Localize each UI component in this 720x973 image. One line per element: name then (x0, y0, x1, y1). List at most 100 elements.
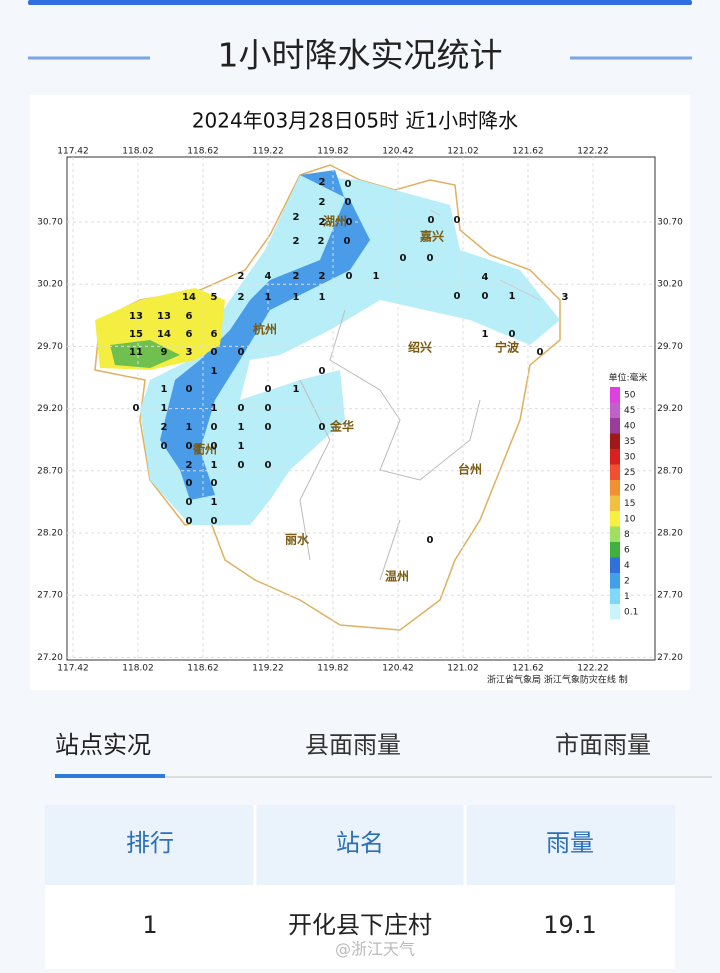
station-value: 0 (211, 422, 218, 433)
lon-label: 119.82 (317, 664, 349, 674)
station-value: 0 (428, 215, 435, 226)
legend-label: 15 (624, 499, 635, 509)
station-value: 2 (238, 292, 245, 303)
legend-label: 10 (624, 515, 636, 525)
station-value: 0 (238, 347, 245, 358)
legend-swatch (610, 604, 620, 620)
legend-swatch (610, 557, 620, 573)
lon-label: 117.42 (57, 664, 89, 674)
station-value: 15 (129, 329, 143, 340)
city-label: 湖州 (323, 214, 347, 229)
station-value: 14 (157, 329, 171, 340)
station-value: 2 (293, 271, 300, 282)
station-value: 4 (265, 271, 272, 282)
station-value: 0 (427, 253, 434, 264)
lat-label: 29.70 (37, 342, 63, 352)
border (429, 209, 541, 301)
table-header: 排行 (126, 829, 174, 857)
station-value: 0 (211, 478, 218, 489)
station-value: 13 (129, 311, 143, 322)
city-label: 台州 (458, 462, 482, 477)
station-value: 0 (186, 441, 193, 452)
station-value: 0 (186, 516, 193, 527)
legend-swatch (610, 511, 620, 527)
station-value: 0 (454, 215, 461, 226)
lon-label: 118.62 (187, 147, 219, 157)
station-value: 4 (482, 272, 489, 283)
station-value: 0 (265, 403, 272, 414)
city-label: 宁波 (495, 340, 520, 355)
lat-label: 28.70 (37, 466, 63, 476)
legend-swatch (610, 495, 620, 511)
station-value: 0 (238, 403, 245, 414)
legend-label: 20 (624, 484, 636, 494)
station-value: 0 (211, 347, 218, 358)
station-value: 0 (265, 422, 272, 433)
station-value: 6 (186, 311, 193, 322)
station-value: 1 (293, 292, 300, 303)
tab[interactable]: 站点实况 (55, 731, 151, 759)
legend-swatch (610, 573, 620, 589)
lat-label: 29.20 (657, 404, 683, 414)
lat-label: 30.70 (37, 218, 63, 228)
station-value: 0 (346, 271, 353, 282)
station-value: 6 (211, 329, 218, 340)
tab[interactable]: 县面雨量 (305, 731, 401, 759)
legend-label: 45 (624, 406, 635, 416)
station-value: 0 (537, 347, 544, 358)
table-row-bg (45, 885, 675, 969)
lat-label: 29.70 (657, 342, 683, 352)
station-value: 0 (186, 384, 193, 395)
station-value: 2 (161, 422, 168, 433)
city-label: 绍兴 (408, 340, 432, 355)
station-value: 0 (400, 253, 407, 264)
station-value: 1 (211, 460, 218, 471)
lon-label: 121.02 (447, 664, 479, 674)
legend-swatch (610, 464, 620, 480)
tab[interactable]: 市面雨量 (555, 731, 651, 759)
lon-label: 121.62 (512, 147, 544, 157)
lon-label: 122.22 (577, 147, 609, 157)
lat-label: 27.20 (37, 653, 63, 663)
station-value: 0 (211, 441, 218, 452)
lon-label: 121.02 (447, 147, 479, 157)
table-header: 雨量 (546, 829, 594, 857)
lon-label: 122.22 (577, 664, 609, 674)
station-value: 1 (373, 271, 380, 282)
legend-swatch (610, 588, 620, 604)
legend-swatch (610, 480, 620, 496)
legend-label: 40 (624, 422, 636, 432)
lat-label: 27.70 (657, 591, 683, 601)
station-value: 2 (319, 271, 326, 282)
city-label: 嘉兴 (419, 229, 444, 244)
legend-swatch (610, 433, 620, 449)
lon-label: 120.42 (382, 147, 414, 157)
station-value: 3 (186, 347, 193, 358)
station-value: 1 (238, 441, 245, 452)
table-cell: 1 (142, 911, 157, 939)
legend-swatch (610, 418, 620, 434)
station-value: 3 (562, 292, 569, 303)
station-value: 0 (482, 291, 489, 302)
lat-label: 29.20 (37, 404, 63, 414)
city-label: 温州 (385, 570, 409, 584)
station-value: 0 (345, 179, 352, 190)
lat-label: 30.20 (37, 280, 63, 290)
tabs: 站点实况 县面雨量 市面雨量 (55, 731, 651, 759)
table-cell: 开化县下庄村 (288, 911, 432, 939)
station-value: 0 (319, 422, 326, 433)
legend-label: 6 (624, 546, 630, 556)
lon-label: 119.22 (252, 147, 284, 157)
station-value: 0 (211, 516, 218, 527)
station-value: 2 (318, 236, 325, 247)
station-value: 14 (182, 292, 196, 303)
station-value: 1 (509, 291, 516, 302)
page-title: 1小时降水实况统计 (218, 36, 503, 75)
lat-label: 30.20 (657, 280, 683, 290)
rain-area (110, 340, 180, 368)
lat-label: 27.20 (657, 653, 683, 663)
table-header: 站名 (336, 829, 384, 857)
station-value: 11 (129, 347, 143, 358)
legend-swatch (610, 387, 620, 403)
